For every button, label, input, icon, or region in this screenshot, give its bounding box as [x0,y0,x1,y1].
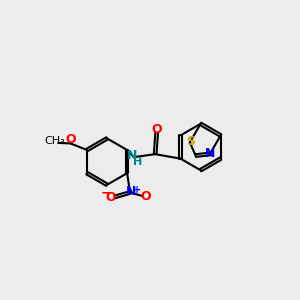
Text: S: S [186,135,195,148]
Text: +: + [133,184,141,194]
Text: O: O [141,190,152,203]
Text: CH₃: CH₃ [45,136,65,146]
Text: O: O [106,191,116,204]
Text: H: H [133,157,142,167]
Text: O: O [152,123,162,136]
Text: −: − [100,186,111,199]
Text: N: N [205,148,216,160]
Text: N: N [125,185,136,198]
Text: O: O [65,134,76,146]
Text: N: N [127,149,137,162]
